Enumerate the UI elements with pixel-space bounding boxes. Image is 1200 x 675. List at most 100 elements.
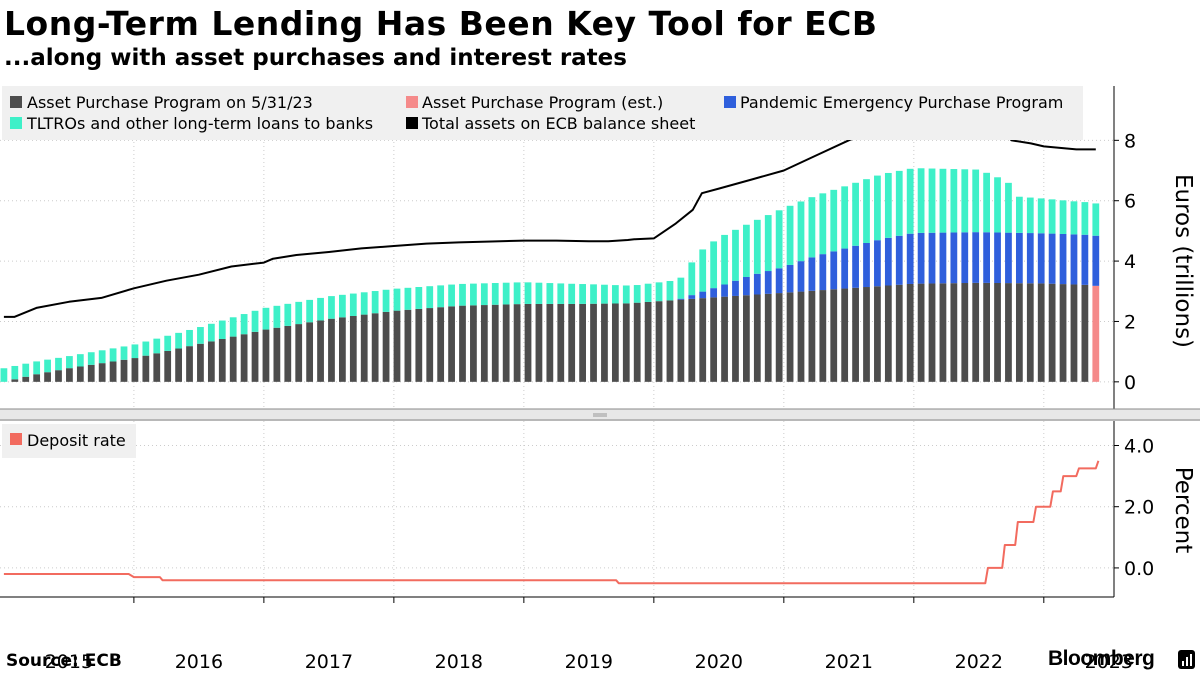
bar-app bbox=[349, 315, 357, 382]
bar-app bbox=[906, 283, 914, 382]
bar-pepp bbox=[884, 237, 892, 286]
bar-app bbox=[393, 310, 401, 382]
x-axis: 2015 2016 2017 2018 2019 2020 2021 2022 2023 bbox=[0, 596, 1133, 673]
bar-pepp bbox=[775, 268, 783, 294]
bar-pepp bbox=[743, 276, 750, 296]
bar-app bbox=[961, 283, 969, 382]
bar-tltro bbox=[797, 201, 805, 262]
bar-tltro bbox=[480, 283, 488, 306]
legend-label-tltro: TLTROs and other long-term loans to bank… bbox=[26, 114, 373, 133]
bar-pepp bbox=[895, 235, 903, 285]
upper-tick-label-0: 0 bbox=[1124, 372, 1136, 394]
bar-app bbox=[262, 329, 270, 382]
legend-label-app-est: Asset Purchase Program (est.) bbox=[422, 93, 663, 112]
upper-legend-background bbox=[2, 86, 1083, 140]
bar-pepp bbox=[1037, 233, 1045, 284]
upper-bars bbox=[0, 168, 1100, 382]
bar-tltro bbox=[688, 262, 696, 296]
bar-pepp bbox=[753, 273, 761, 295]
bar-tltro bbox=[339, 294, 346, 318]
bar-app bbox=[328, 318, 335, 382]
bar-tltro bbox=[131, 344, 139, 359]
upper-y-axis-label: Euros (trillions) bbox=[1170, 174, 1196, 348]
lower-legend: Deposit rate bbox=[2, 424, 136, 458]
legend-swatch-app-est bbox=[406, 96, 418, 108]
bar-tltro bbox=[251, 310, 259, 332]
bar-pepp bbox=[906, 233, 914, 284]
lower-y-axis: 0.0 2.0 4.0 bbox=[1113, 421, 1154, 597]
bar-tltro bbox=[928, 168, 936, 233]
bar-tltro bbox=[557, 283, 565, 304]
bar-app bbox=[470, 305, 477, 382]
bar-pepp bbox=[874, 240, 881, 287]
bar-app bbox=[1081, 284, 1089, 382]
bar-tltro bbox=[1048, 199, 1056, 234]
bar-tltro bbox=[76, 354, 84, 367]
bar-pepp bbox=[983, 232, 990, 283]
bar-pepp bbox=[852, 245, 859, 288]
legend-label-deposit: Deposit rate bbox=[27, 431, 126, 450]
bar-app bbox=[317, 320, 324, 382]
lower-y-axis-label: Percent bbox=[1170, 467, 1196, 554]
bar-tltro bbox=[884, 172, 892, 238]
bar-app bbox=[786, 292, 794, 382]
bar-tltro bbox=[524, 282, 532, 304]
bar-app bbox=[939, 283, 947, 382]
lower-tick-label-1: 2.0 bbox=[1124, 497, 1154, 519]
bar-tltro bbox=[98, 350, 106, 364]
bar-tltro bbox=[437, 285, 445, 308]
bar-tltro bbox=[601, 284, 608, 304]
bar-tltro bbox=[622, 285, 630, 304]
bar-tltro bbox=[459, 283, 466, 306]
bar-app bbox=[677, 299, 685, 382]
bar-pepp bbox=[699, 291, 707, 299]
upper-tick-label-4: 8 bbox=[1124, 130, 1136, 152]
bar-pepp bbox=[677, 298, 685, 300]
bar-tltro bbox=[164, 335, 172, 351]
bar-tltro bbox=[33, 361, 41, 375]
bar-tltro bbox=[207, 323, 215, 342]
bar-app bbox=[568, 303, 576, 382]
bar-app bbox=[994, 282, 1001, 382]
x-tick-label-2016: 2016 bbox=[175, 651, 223, 673]
bar-pepp bbox=[721, 284, 728, 297]
x-tick-label-2017: 2017 bbox=[305, 651, 353, 673]
bar-app bbox=[218, 338, 226, 382]
bar-app bbox=[611, 303, 619, 382]
bar-pepp bbox=[688, 295, 696, 299]
bar-app bbox=[732, 295, 739, 382]
bar-app bbox=[721, 296, 728, 382]
bar-app bbox=[339, 317, 346, 382]
bar-app bbox=[895, 284, 903, 382]
bar-app bbox=[1059, 284, 1067, 382]
lower-legend-background bbox=[2, 424, 136, 458]
bar-tltro bbox=[218, 320, 226, 339]
bar-app bbox=[459, 305, 466, 382]
bar-tltro bbox=[295, 301, 303, 325]
panel-divider bbox=[0, 408, 1200, 421]
bar-tltro bbox=[317, 297, 324, 321]
bar-tltro bbox=[382, 289, 390, 312]
bar-app bbox=[797, 291, 805, 382]
bar-tltro bbox=[677, 277, 685, 299]
deposit-rate-line-group bbox=[3, 460, 1100, 585]
bar-app bbox=[98, 363, 106, 382]
bar-tltro bbox=[371, 291, 379, 314]
x-tick-label-2020: 2020 bbox=[695, 651, 743, 673]
bar-tltro bbox=[950, 169, 958, 233]
bar-pepp bbox=[1059, 233, 1067, 285]
bar-tltro bbox=[764, 215, 772, 272]
bar-app bbox=[819, 290, 827, 382]
bar-tltro bbox=[240, 314, 248, 335]
bar-pepp bbox=[1026, 233, 1034, 284]
bar-app bbox=[808, 290, 816, 382]
bar-tltro bbox=[568, 283, 576, 304]
x-tick-label-2019: 2019 bbox=[565, 651, 613, 673]
bar-tltro bbox=[590, 284, 597, 304]
bar-app bbox=[633, 302, 641, 382]
bar-pepp bbox=[1048, 233, 1056, 284]
bar-tltro bbox=[0, 368, 8, 382]
bar-app bbox=[11, 379, 19, 382]
bar-tltro bbox=[426, 286, 434, 309]
